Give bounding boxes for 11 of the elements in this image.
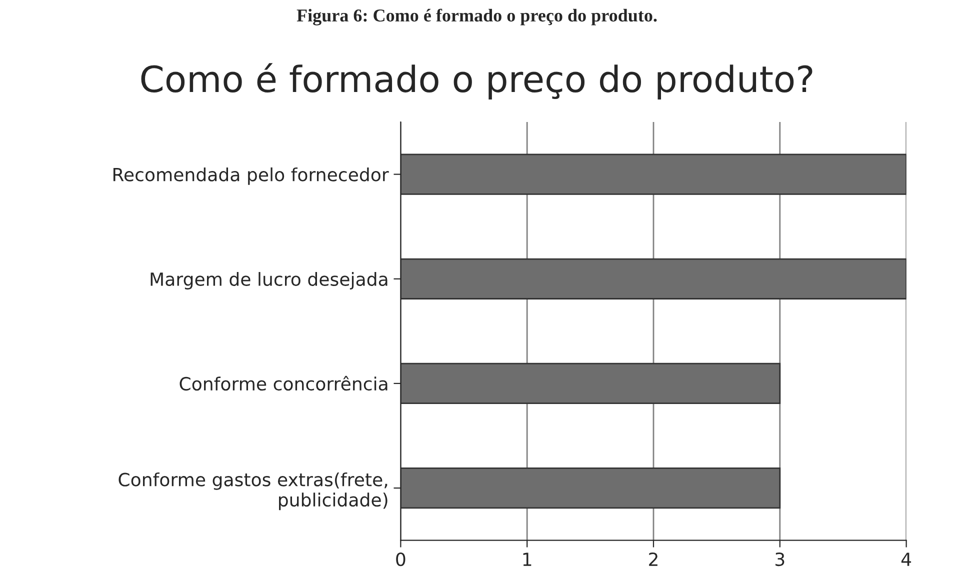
chart-title: Como é formado o preço do produto? [141,63,812,100]
x-tick-label: 2 [649,552,658,566]
y-tick-label: Conforme concorrência [180,376,388,391]
y-tick-label: Margem de lucro desejada [150,272,388,290]
x-tick-label: 1 [523,552,532,566]
x-tick-label: 4 [901,552,912,566]
y-tick-label: Recomendada pelo fornecedor [113,167,389,185]
y-tick-label: Conforme gastos extras(frete, publicidade) [118,472,388,510]
x-tick-label: 3 [776,552,784,566]
text: Figura 6: Como é formado o preço do produto. [296,8,657,26]
x-tick-label: 0 [396,552,406,566]
